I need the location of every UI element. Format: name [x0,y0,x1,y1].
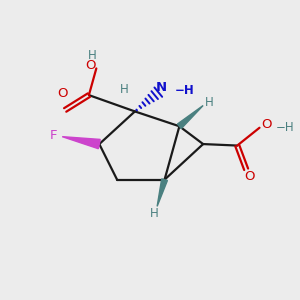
Polygon shape [177,106,203,128]
Text: O: O [57,87,68,100]
Text: O: O [261,118,272,131]
Text: H: H [120,83,129,96]
Polygon shape [157,179,167,206]
Text: F: F [50,129,57,142]
Text: H: H [88,49,96,62]
Text: −H: −H [175,84,195,97]
Text: H: H [150,207,159,220]
Text: O: O [85,59,96,72]
Text: N: N [155,81,167,94]
Text: O: O [244,170,254,183]
Text: H: H [205,96,213,109]
Text: −H: −H [276,121,294,134]
Polygon shape [62,136,100,149]
